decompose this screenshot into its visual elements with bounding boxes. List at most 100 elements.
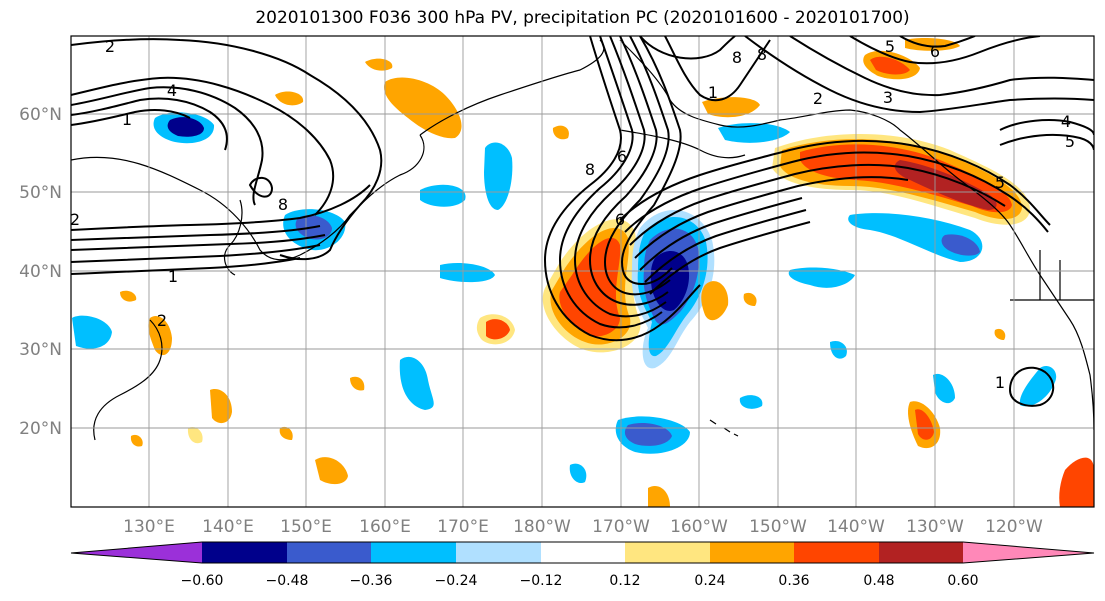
lat-label: 30°N — [19, 340, 62, 360]
precip-positive-area — [279, 426, 293, 440]
precip-positive-area — [648, 486, 670, 507]
contour-label: 4 — [1061, 112, 1071, 131]
precip-positive-area — [384, 77, 462, 139]
lon-label: 160°E — [359, 517, 411, 537]
precip-positive-area — [1059, 457, 1094, 507]
colorbar-segment — [456, 542, 541, 563]
colorbar-segment — [71, 542, 202, 563]
lon-label: 170°W — [592, 517, 650, 537]
latitude-labels: 60°N 50°N 40°N 30°N 20°N — [19, 105, 62, 439]
contour-label: 6 — [615, 210, 625, 229]
contour-label: 2 — [157, 311, 167, 330]
precip-negative-area — [830, 340, 847, 359]
map-frame — [70, 35, 1095, 508]
colorbar-segment — [794, 542, 879, 563]
contour-label: 4 — [167, 81, 177, 100]
lon-label: 130°E — [123, 517, 175, 537]
precip-negative-area — [739, 395, 763, 409]
contour-label: 3 — [883, 88, 893, 107]
precip-negative-area — [484, 142, 513, 210]
contour-label: 6 — [617, 147, 627, 166]
colorbar-tick-label: 0.60 — [947, 573, 978, 589]
precip-negative-area — [933, 373, 955, 404]
graticule — [71, 36, 1094, 507]
precip-positive-area — [130, 434, 143, 447]
lon-label: 180°W — [513, 517, 571, 537]
colorbar-segment — [541, 542, 625, 563]
contour-label: 8 — [585, 160, 595, 179]
colorbar-outline — [70, 541, 1095, 564]
colorbar-tick-label: −0.48 — [266, 573, 309, 589]
precip-negative-area — [718, 123, 790, 143]
precip-positive-area — [120, 290, 137, 302]
contour-label: 1 — [995, 373, 1005, 392]
lon-label: 140°W — [827, 517, 885, 537]
colorbar-tick-label: −0.60 — [181, 573, 224, 589]
precip-negative-area — [788, 267, 855, 288]
lon-label: 140°E — [202, 517, 254, 537]
contour-label: 2 — [813, 89, 823, 108]
map-title: 2020101300 F036 300 hPa PV, precipitatio… — [255, 8, 910, 28]
colorbar-tick-label: −0.36 — [350, 573, 393, 589]
precip-anomaly-shading — [72, 38, 1094, 507]
precip-positive-area — [315, 457, 348, 485]
contour-label: 8 — [757, 45, 767, 64]
precip-positive-area — [486, 319, 510, 340]
lon-label: 150°W — [749, 517, 807, 537]
precip-positive-area — [905, 38, 960, 51]
colorbar-segment — [202, 542, 287, 563]
precip-positive-area — [350, 376, 365, 391]
precip-negative-area — [420, 184, 466, 207]
colorbar-segment — [625, 542, 710, 563]
precip-positive-area — [743, 292, 757, 306]
precip-positive-area — [210, 389, 232, 424]
precip-positive-area — [552, 125, 569, 140]
precip-positive-area — [702, 97, 760, 118]
precip-positive-area — [994, 328, 1006, 340]
contour-label: 5 — [995, 173, 1005, 192]
lon-label: 160°W — [670, 517, 728, 537]
precip-negative-area — [72, 315, 112, 349]
pv-contour-labels: 2 1 1 2 2 4 8 6 8 8 1 2 3 4 5 6 8 6 1 5 … — [70, 37, 1075, 392]
contour-label: 5 — [885, 37, 895, 56]
contour-label: 1 — [122, 110, 132, 129]
contour-label: 5 — [1065, 132, 1075, 151]
colorbar-tick-label: 0.48 — [863, 573, 894, 589]
precip-negative-area — [1019, 365, 1057, 407]
colorbar-segment — [879, 542, 963, 563]
colorbar-tick-labels: −0.60 −0.48 −0.36 −0.24 −0.12 0.12 0.24 … — [181, 573, 979, 589]
precip-negative-area — [399, 356, 434, 410]
coastlines — [71, 39, 1094, 441]
lat-label: 40°N — [19, 262, 62, 282]
precip-positive-area — [275, 91, 304, 106]
contour-label: 2 — [105, 37, 115, 56]
lat-label: 60°N — [19, 105, 62, 125]
colorbar-segment — [371, 542, 456, 563]
precip-negative-area — [167, 117, 204, 137]
colorbar-segment — [710, 542, 794, 563]
colorbar-segment — [287, 542, 371, 563]
contour-label: 6 — [930, 42, 940, 61]
colorbar-tick-label: 0.36 — [778, 573, 809, 589]
precip-negative-area — [941, 234, 980, 256]
precip-negative-area — [624, 423, 672, 446]
precip-positive-area — [894, 160, 997, 210]
lat-label: 50°N — [19, 183, 62, 203]
contour-label: 2 — [70, 210, 80, 229]
precip-positive-area — [915, 409, 934, 440]
colorbar-tick-label: −0.12 — [520, 573, 563, 589]
precip-positive-area — [701, 281, 729, 321]
pv-contours — [71, 36, 1094, 407]
lon-label: 130°W — [906, 517, 964, 537]
colorbar-segment — [963, 542, 1094, 563]
colorbar-tick-label: 0.24 — [694, 573, 725, 589]
lon-label: 120°W — [985, 517, 1043, 537]
lon-label: 170°E — [437, 517, 489, 537]
contour-label: 8 — [278, 195, 288, 214]
contour-label: 1 — [708, 83, 718, 102]
lat-label: 20°N — [19, 419, 62, 439]
precip-negative-area — [569, 463, 587, 484]
contour-label: 8 — [732, 48, 742, 67]
precip-positive-area — [365, 58, 393, 71]
